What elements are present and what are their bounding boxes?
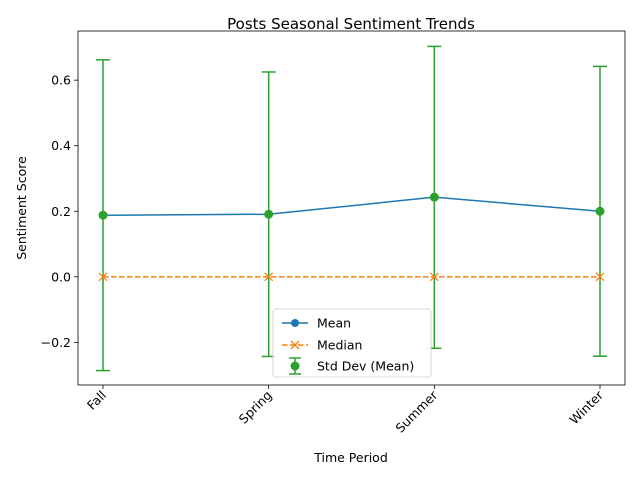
median-point [98,272,108,282]
median-point [264,272,274,282]
legend-stddev-label: Std Dev (Mean) [317,359,414,374]
legend-stddev-marker [290,361,300,371]
legend-box [272,308,432,378]
y-tick-label: 0.6 [51,73,71,88]
median-point [429,272,439,282]
stddev-point [595,206,605,216]
legend-median-marker [290,340,300,350]
stddev-point [429,192,439,202]
x-axis-label: Time Period [313,450,388,465]
y-tick-label: 0.2 [51,204,71,219]
plot-frame [77,30,626,386]
median-point [595,272,605,282]
legend-mean-marker [291,319,299,327]
mean-line [102,196,601,216]
chart-title: Posts Seasonal Sentiment Trends [227,15,475,33]
y-tick-label: −0.2 [41,335,71,350]
stddev-point [264,209,274,219]
legend-median-label: Median [317,338,362,353]
y-axis-label: Sentiment Score [14,156,29,260]
y-tick-label: 0.0 [51,269,71,284]
legend-mean-label: Mean [317,316,351,331]
y-tick-label: 0.4 [51,138,71,153]
stddev-point [98,210,108,220]
legend: Mean Median Std Dev (Mean) [272,308,432,378]
